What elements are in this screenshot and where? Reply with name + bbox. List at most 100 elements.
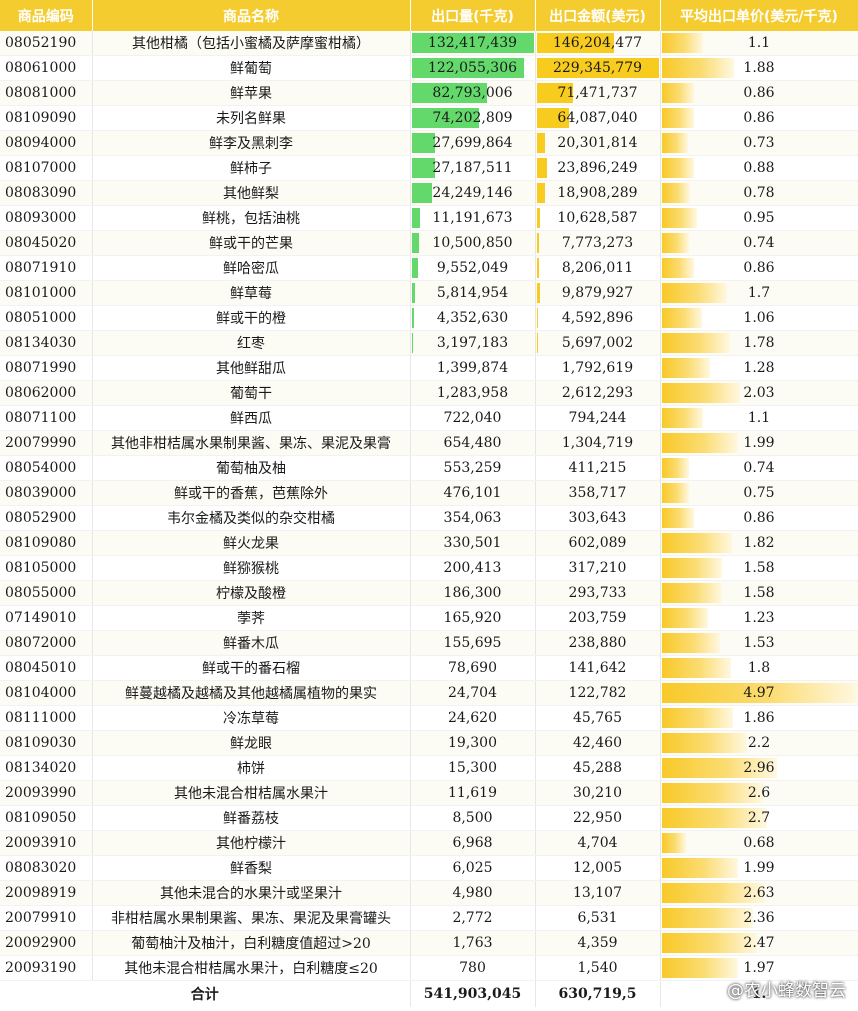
price-data-bar — [661, 58, 735, 78]
cell-price: 1.23 — [660, 605, 858, 631]
value-value: 1,792,619 — [561, 360, 634, 376]
value-value: 602,089 — [568, 535, 627, 551]
cell-volume: 6,025 — [410, 855, 536, 881]
price-data-bar — [661, 908, 754, 928]
table-row[interactable]: 07149010 荸荠 165,920 203,759 1.23 — [0, 605, 858, 631]
value-value: 23,896,249 — [557, 160, 638, 176]
header-volume[interactable]: 出口量(千克) — [410, 0, 536, 31]
volume-data-bar — [411, 33, 534, 53]
table-row[interactable]: 08094000 鲜李及黑刺李 27,699,864 20,301,814 0.73 — [0, 130, 858, 156]
table-row[interactable]: 20098919 其他未混合的水果汁或坚果汁 4,980 13,107 2.63 — [0, 880, 858, 906]
table-row[interactable]: 08061000 鲜葡萄 122,055,306 229,345,779 1.88 — [0, 55, 858, 81]
cell-value: 13,107 — [535, 880, 661, 906]
value-value: 71,471,737 — [557, 85, 638, 101]
table-row[interactable]: 08072000 鲜番木瓜 155,695 238,880 1.53 — [0, 630, 858, 656]
cell-value: 203,759 — [535, 605, 661, 631]
cell-name: 鲜或干的香蕉，芭蕉除外 — [92, 480, 411, 506]
table-row[interactable]: 08062000 葡萄干 1,283,958 2,612,293 2.03 — [0, 380, 858, 406]
volume-value: 553,259 — [443, 460, 502, 476]
table-row[interactable]: 08105000 鲜猕猴桃 200,413 317,210 1.58 — [0, 555, 858, 581]
value-value: 9,879,927 — [561, 285, 634, 301]
cell-volume: 27,699,864 — [410, 130, 536, 156]
table-row[interactable]: 08109030 鲜龙眼 19,300 42,460 2.2 — [0, 730, 858, 756]
table-row[interactable]: 08081000 鲜苹果 82,793,006 71,471,737 0.86 — [0, 80, 858, 106]
cell-name: 鲜蔓越橘及越橘及其他越橘属植物的果实 — [92, 680, 411, 706]
volume-data-bar — [411, 233, 420, 253]
table-row[interactable]: 08093000 鲜桃，包括油桃 11,191,673 10,628,587 0.95 — [0, 205, 858, 231]
table-row[interactable]: 08055000 柠檬及酸橙 186,300 293,733 1.58 — [0, 580, 858, 606]
cell-name: 鲜香梨 — [92, 855, 411, 881]
cell-value: 45,288 — [535, 755, 661, 781]
cell-code: 20093990 — [0, 780, 93, 806]
value-value: 42,460 — [573, 735, 622, 751]
table-row[interactable]: 08052900 韦尔金橘及类似的杂交柑橘 354,063 303,643 0.86 — [0, 505, 858, 531]
cell-code: 08101000 — [0, 280, 93, 306]
price-data-bar — [661, 558, 723, 578]
table-row[interactable]: 08045020 鲜或干的芒果 10,500,850 7,773,273 0.74 — [0, 230, 858, 256]
table-row[interactable]: 20093910 其他柠檬汁 6,968 4,704 0.68 — [0, 830, 858, 856]
cell-code: 08062000 — [0, 380, 93, 406]
price-value: 1.88 — [743, 60, 775, 76]
cell-code: 20092900 — [0, 930, 93, 956]
table-row[interactable]: 20092900 葡萄柚汁及柚汁，白利糖度值超过>20 1,763 4,359 2.47 — [0, 930, 858, 956]
price-data-bar — [661, 758, 777, 778]
cell-name: 鲜草莓 — [92, 280, 411, 306]
table-row[interactable]: 08039000 鲜或干的香蕉，芭蕉除外 476,101 358,717 0.75 — [0, 480, 858, 506]
cell-price: 1.99 — [660, 855, 858, 881]
value-value: 2,612,293 — [561, 385, 634, 401]
table-row[interactable]: 08109050 鲜番荔枝 8,500 22,950 2.7 — [0, 805, 858, 831]
value-value: 1,540 — [577, 960, 618, 976]
table-row[interactable]: 08134030 红枣 3,197,183 5,697,002 1.78 — [0, 330, 858, 356]
table-row[interactable]: 08101000 鲜草莓 5,814,954 9,879,927 1.7 — [0, 280, 858, 306]
table-row[interactable]: 08111000 冷冻草莓 24,620 45,765 1.86 — [0, 705, 858, 731]
cell-price: 2.36 — [660, 905, 858, 931]
table-row[interactable]: 08045010 鲜或干的番石榴 78,690 141,642 1.8 — [0, 655, 858, 681]
price-value: 0.75 — [743, 485, 775, 501]
cell-name: 其他非柑桔属水果制果酱、果冻、果泥及果膏 — [92, 430, 411, 456]
table-row[interactable]: 20079910 非柑桔属水果制果酱、果冻、果泥及果膏罐头 2,772 6,531 2.… — [0, 905, 858, 931]
cell-volume: 6,968 — [410, 830, 536, 856]
cell-value: 1,792,619 — [535, 355, 661, 381]
cell-value: 2,612,293 — [535, 380, 661, 406]
table-row[interactable]: 08083020 鲜香梨 6,025 12,005 1.99 — [0, 855, 858, 881]
table-row[interactable]: 20079990 其他非柑桔属水果制果酱、果冻、果泥及果膏 654,480 1,304… — [0, 430, 858, 456]
cell-volume: 4,980 — [410, 880, 536, 906]
cell-price: 0.74 — [660, 230, 858, 256]
cell-value: 1,540 — [535, 955, 661, 981]
volume-value: 15,300 — [448, 760, 497, 776]
header-name[interactable]: 商品名称 — [92, 0, 411, 31]
table-row[interactable]: 08109090 未列名鲜果 74,202,809 64,087,040 0.86 — [0, 105, 858, 131]
table-row[interactable]: 08071100 鲜西瓜 722,040 794,244 1.1 — [0, 405, 858, 431]
cell-value: 7,773,273 — [535, 230, 661, 256]
table-row[interactable]: 08051000 鲜或干的橙 4,352,630 4,592,896 1.06 — [0, 305, 858, 331]
table-row[interactable]: 20093990 其他未混合柑桔属水果汁 11,619 30,210 2.6 — [0, 780, 858, 806]
price-data-bar — [661, 408, 704, 428]
table-row[interactable]: 08083090 其他鲜梨 24,249,146 18,908,289 0.78 — [0, 180, 858, 206]
header-price[interactable]: 平均出口单价(美元/千克) — [660, 0, 858, 31]
table-row[interactable]: 08071910 鲜哈密瓜 9,552,049 8,206,011 0.86 — [0, 255, 858, 281]
table-row[interactable]: 08052190 其他柑橘（包括小蜜橘及萨摩蜜柑橘） 132,417,439 146,… — [0, 31, 858, 56]
value-data-bar — [536, 83, 574, 103]
table-row[interactable]: 08109080 鲜火龙果 330,501 602,089 1.82 — [0, 530, 858, 556]
cell-volume: 10,500,850 — [410, 230, 536, 256]
price-data-bar — [661, 333, 731, 353]
cell-code: 20093910 — [0, 830, 93, 856]
price-value: 0.86 — [743, 510, 775, 526]
cell-volume: 122,055,306 — [410, 55, 536, 81]
header-value[interactable]: 出口金额(美元) — [535, 0, 661, 31]
total-label: 合计 — [0, 980, 411, 1007]
table-row[interactable]: 08071990 其他鲜甜瓜 1,399,874 1,792,619 1.28 — [0, 355, 858, 381]
cell-price: 1.86 — [660, 705, 858, 731]
table-row[interactable]: 08134020 柿饼 15,300 45,288 2.96 — [0, 755, 858, 781]
value-value: 22,950 — [573, 810, 622, 826]
header-row: 商品编码 商品名称 出口量(千克) 出口金额(美元) 平均出口单价(美元/千克) — [0, 0, 858, 31]
cell-name: 鲜哈密瓜 — [92, 255, 411, 281]
table-row[interactable]: 20093190 其他未混合柑桔属水果汁，白利糖度≤20 780 1,540 1.97 — [0, 955, 858, 981]
table-row[interactable]: 08054000 葡萄柚及柚 553,259 411,215 0.74 — [0, 455, 858, 481]
table-row[interactable]: 08107000 鲜柿子 27,187,511 23,896,249 0.88 — [0, 155, 858, 181]
header-code[interactable]: 商品编码 — [0, 0, 93, 31]
cell-price: 0.78 — [660, 180, 858, 206]
table-row[interactable]: 08104000 鲜蔓越橘及越橘及其他越橘属植物的果实 24,704 122,782 4… — [0, 680, 858, 706]
volume-value: 3,197,183 — [436, 335, 509, 351]
cell-value: 23,896,249 — [535, 155, 661, 181]
